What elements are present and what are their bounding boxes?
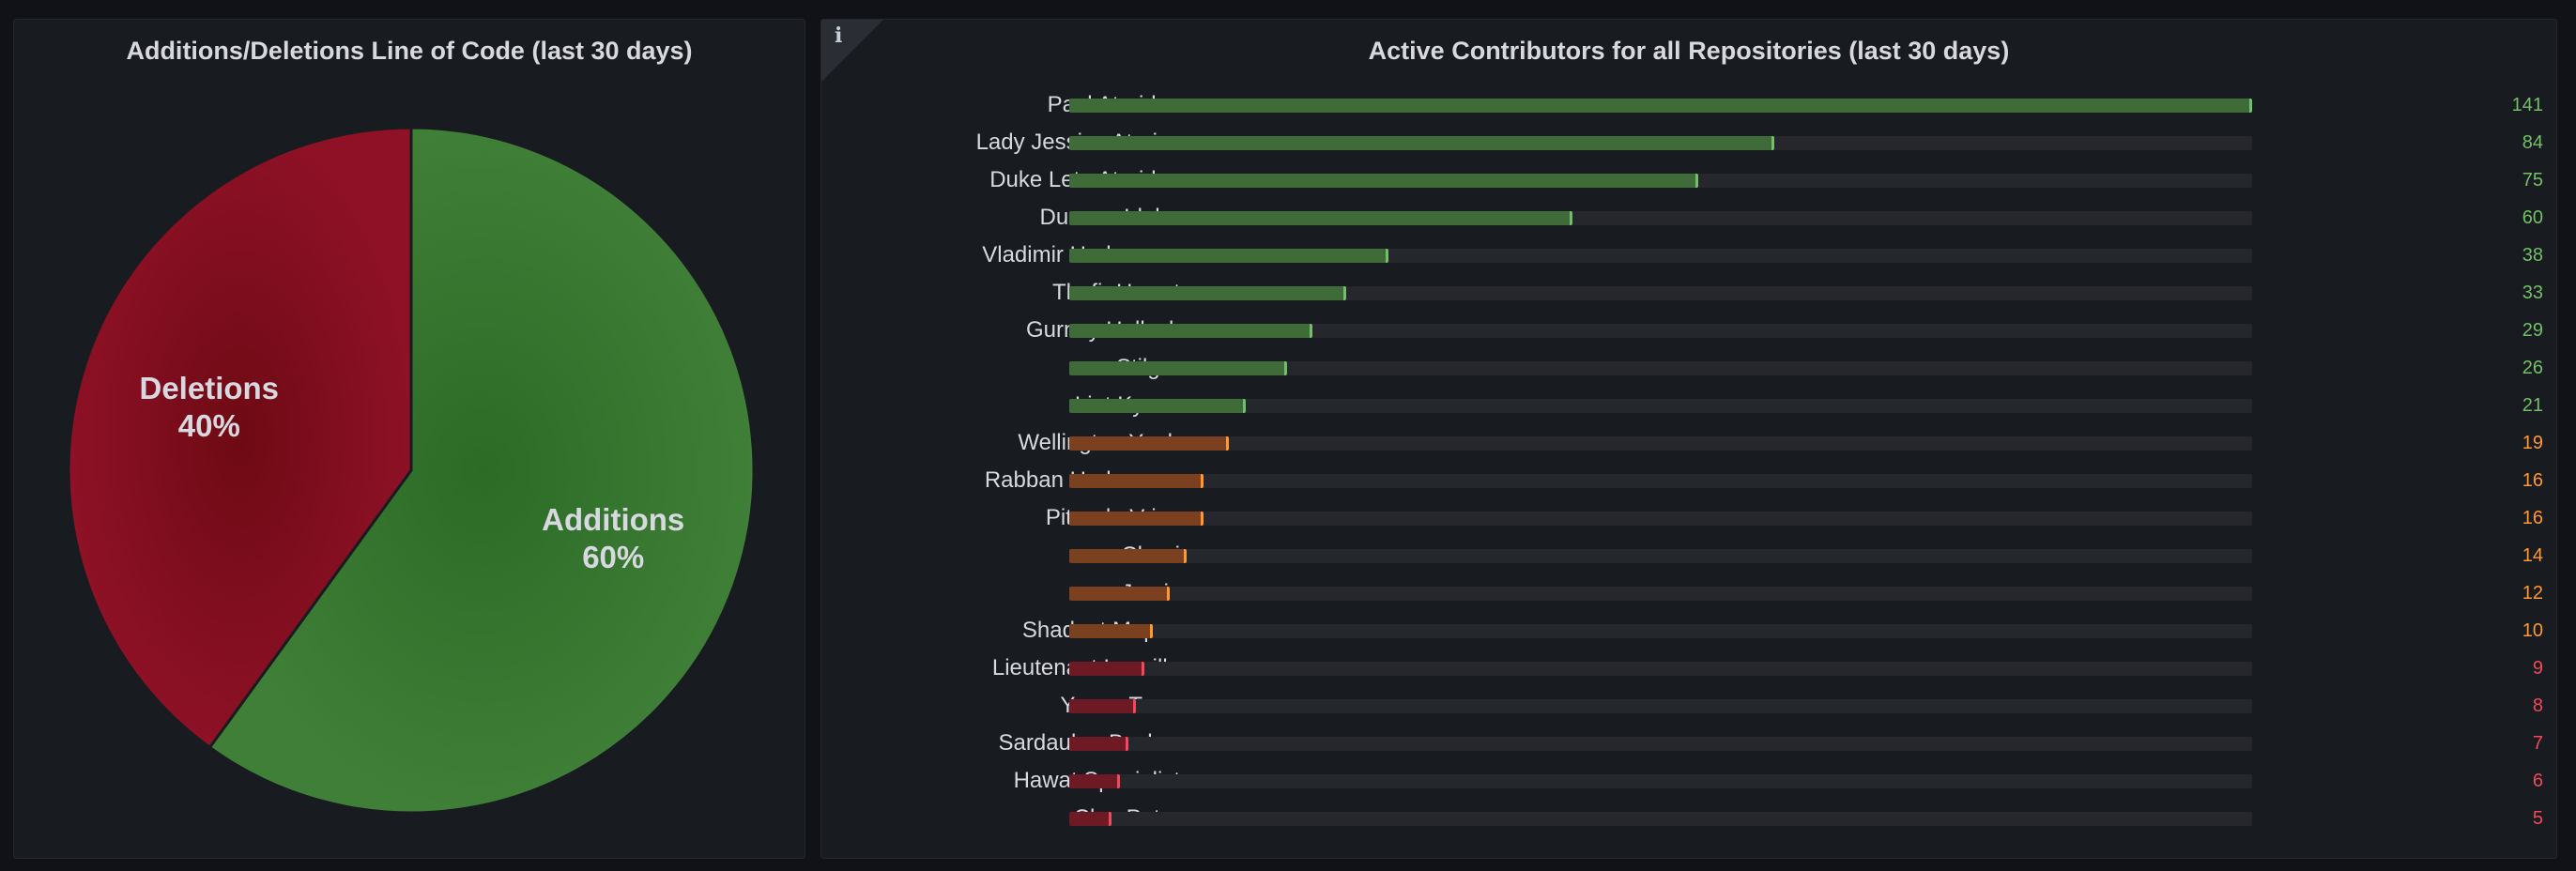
- bar-row: Cleo Patra5: [821, 800, 2556, 837]
- bar-row: Sardaukar Bashar7: [821, 725, 2556, 762]
- bar-fill[interactable]: [1069, 174, 1699, 188]
- bar-fill[interactable]: [1069, 774, 1120, 788]
- bar-track: [1069, 324, 2252, 338]
- bar-value: 6: [2532, 771, 2543, 791]
- bar-track: [1069, 99, 2252, 113]
- bar-fill[interactable]: [1069, 436, 1229, 451]
- bar-fill[interactable]: [1069, 99, 2252, 113]
- bar-track: [1069, 737, 2252, 751]
- bar-track: [1069, 699, 2252, 713]
- bar-track: [1069, 399, 2252, 413]
- bar-value: 9: [2532, 658, 2543, 679]
- bar-row: Stilgar26: [821, 349, 2556, 387]
- bar-track: [1069, 512, 2252, 526]
- bar-row: Rabban Harkonnen16: [821, 462, 2556, 499]
- bar-row: Chani14: [821, 537, 2556, 574]
- bar-fill[interactable]: [1069, 812, 1112, 826]
- bar-value: 60: [2522, 207, 2543, 228]
- bar-value: 38: [2522, 245, 2543, 266]
- bar-row: Liet Kynes21: [821, 387, 2556, 424]
- pie-percent-additions: 60%: [582, 540, 644, 574]
- panel-info-corner[interactable]: [821, 20, 883, 82]
- bar-row: Paul Atreides141: [821, 86, 2556, 124]
- bar-track: [1069, 549, 2252, 563]
- bar-value: 8: [2532, 695, 2543, 716]
- bar-fill[interactable]: [1069, 662, 1145, 676]
- bar-value: 16: [2522, 508, 2543, 528]
- bar-track: [1069, 211, 2252, 225]
- bar-value: 75: [2522, 170, 2543, 191]
- pie-label-deletions: Deletions: [140, 371, 280, 405]
- bar-value: 141: [2511, 95, 2543, 115]
- bar-panel-title: Active Contributors for all Repositories…: [1368, 37, 2010, 65]
- bar-value: 29: [2522, 320, 2543, 341]
- bar-row: Lady Jessica Atrei…84: [821, 124, 2556, 161]
- bar-track: [1069, 587, 2252, 601]
- bar-fill[interactable]: [1069, 211, 1573, 225]
- bar-row: Thufir Hawat33: [821, 274, 2556, 312]
- bar-fill[interactable]: [1069, 136, 1774, 150]
- bar-row: Gurney Halleck29: [821, 312, 2556, 349]
- bar-track: [1069, 624, 2252, 638]
- bar-row: Lieutenant Lanville9: [821, 649, 2556, 687]
- bar-fill[interactable]: [1069, 624, 1154, 638]
- bar-fill[interactable]: [1069, 549, 1188, 563]
- bar-track: [1069, 249, 2252, 263]
- pie-label-additions: Additions: [542, 502, 684, 537]
- bar-gauge-list: Paul Atreides141Lady Jessica Atrei…84Duk…: [821, 20, 2556, 858]
- bar-fill[interactable]: [1069, 286, 1346, 300]
- pie-slice-additions[interactable]: [207, 126, 756, 815]
- bar-fill[interactable]: [1069, 512, 1204, 526]
- pie-percent-deletions: 40%: [178, 408, 240, 443]
- bar-track: [1069, 286, 2252, 300]
- bar-row: Vladimir Harkonnen38: [821, 237, 2556, 274]
- bar-panel: i Active Contributors for all Repositori…: [820, 19, 2557, 859]
- bar-track: [1069, 812, 2252, 826]
- bar-value: 26: [2522, 358, 2543, 378]
- bar-track: [1069, 174, 2252, 188]
- bar-fill[interactable]: [1069, 361, 1288, 375]
- bar-value: 14: [2522, 545, 2543, 566]
- bar-row: Yunus Tıras8: [821, 687, 2556, 725]
- pie-panel: Additions/Deletions Line of Code (last 3…: [13, 19, 805, 859]
- bar-fill[interactable]: [1069, 324, 1313, 338]
- bar-fill[interactable]: [1069, 587, 1171, 601]
- bar-value: 19: [2522, 433, 2543, 453]
- bar-track: [1069, 436, 2252, 451]
- bar-row: Hawat Specialist6: [821, 762, 2556, 800]
- bar-value: 10: [2522, 620, 2543, 641]
- bar-fill[interactable]: [1069, 737, 1128, 751]
- bar-value: 16: [2522, 470, 2543, 491]
- bar-row: Duke Leto Atreides75: [821, 161, 2556, 199]
- pie-panel-title: Additions/Deletions Line of Code (last 3…: [126, 37, 693, 65]
- bar-row: Piter de Vries16: [821, 499, 2556, 537]
- bar-track: [1069, 361, 2252, 375]
- info-icon[interactable]: i: [835, 23, 843, 48]
- bar-value: 12: [2522, 583, 2543, 604]
- bar-fill[interactable]: [1069, 249, 1388, 263]
- bar-row: Jamis12: [821, 574, 2556, 612]
- bar-fill[interactable]: [1069, 399, 1246, 413]
- bar-track: [1069, 662, 2252, 676]
- bar-track: [1069, 136, 2252, 150]
- bar-fill[interactable]: [1069, 699, 1137, 713]
- bar-value: 33: [2522, 283, 2543, 303]
- bar-track: [1069, 474, 2252, 488]
- pie-slice-deletions[interactable]: [67, 126, 413, 750]
- bar-row: Duncan Idaho60: [821, 199, 2556, 237]
- bar-value: 84: [2522, 132, 2543, 153]
- bar-row: Shadout Mapes10: [821, 612, 2556, 649]
- bar-row: Wellington Yueh19: [821, 424, 2556, 462]
- bar-track: [1069, 774, 2252, 788]
- bar-value: 7: [2532, 733, 2543, 754]
- bar-value: 21: [2522, 395, 2543, 416]
- bar-fill[interactable]: [1069, 474, 1204, 488]
- bar-value: 5: [2532, 808, 2543, 829]
